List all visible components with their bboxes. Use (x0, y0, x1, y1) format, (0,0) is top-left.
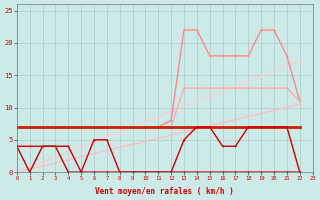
X-axis label: Vent moyen/en rafales ( km/h ): Vent moyen/en rafales ( km/h ) (95, 187, 234, 196)
